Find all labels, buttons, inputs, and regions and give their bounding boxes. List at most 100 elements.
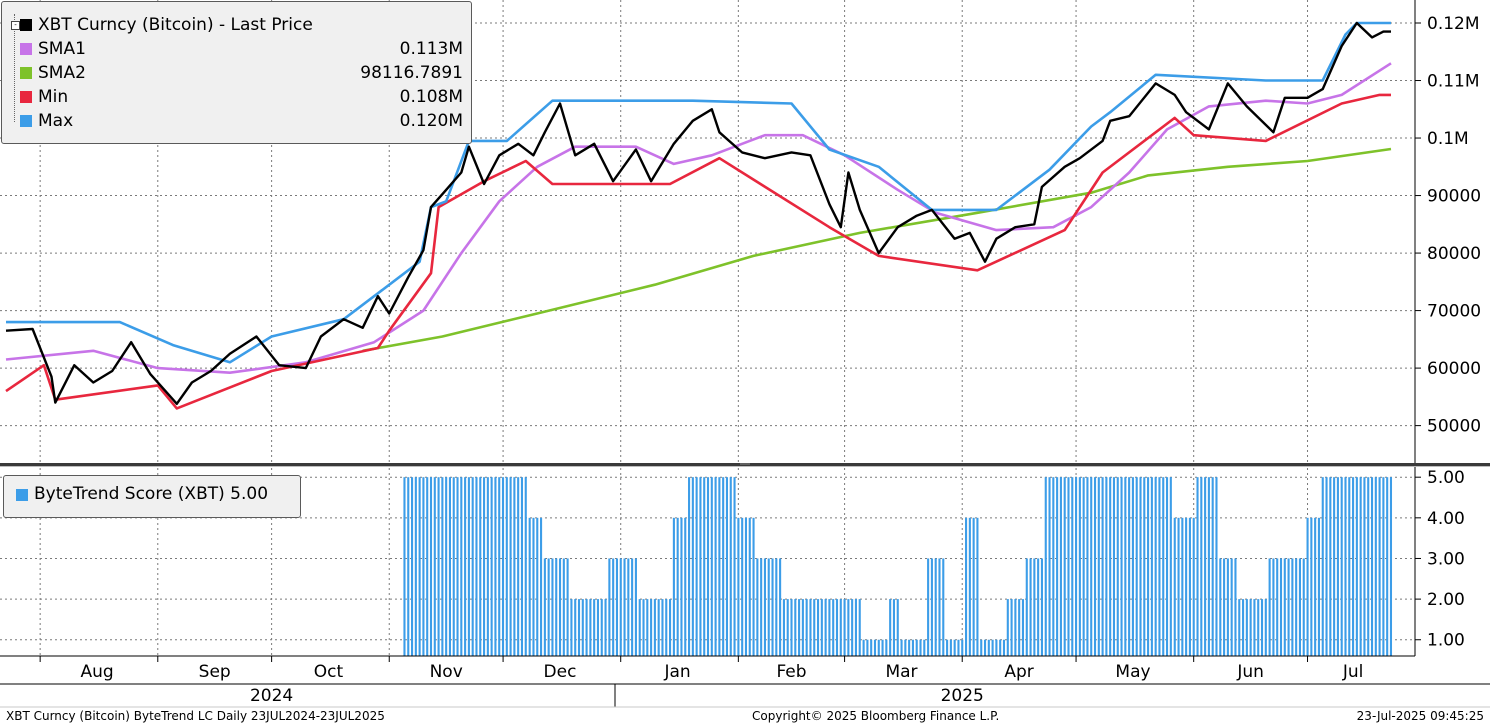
score-bar bbox=[1010, 599, 1013, 656]
score-bar bbox=[467, 477, 470, 656]
legend-item-name: Max bbox=[38, 111, 74, 131]
score-bar bbox=[798, 599, 801, 656]
score-bar bbox=[729, 477, 732, 656]
score-bar bbox=[684, 517, 687, 656]
score-bar bbox=[835, 599, 839, 656]
legend-title-row: XBT Curncy (Bitcoin) - Last Price bbox=[8, 14, 463, 36]
price-legend[interactable]: - XBT Curncy (Bitcoin) - Last Price SMA1… bbox=[1, 1, 472, 144]
score-bar bbox=[524, 477, 527, 656]
score-bar bbox=[1348, 477, 1351, 656]
legend-item-value: 0.113M bbox=[399, 39, 463, 59]
score-bar bbox=[1226, 558, 1229, 656]
score-bar bbox=[843, 599, 846, 656]
price-axis-label: 0.11M bbox=[1427, 72, 1480, 92]
score-bar bbox=[1131, 477, 1134, 656]
score-bar bbox=[714, 477, 717, 656]
score-bar bbox=[782, 599, 785, 656]
score-bar bbox=[422, 477, 425, 656]
score-bar bbox=[809, 599, 812, 656]
score-bar bbox=[949, 639, 952, 656]
score-bar bbox=[873, 639, 877, 656]
score-bar bbox=[763, 558, 766, 656]
score-bar bbox=[653, 599, 656, 656]
score-bar bbox=[1002, 639, 1006, 656]
score-bar bbox=[965, 517, 968, 656]
score-bar bbox=[847, 599, 850, 656]
series-line-sma1 bbox=[5, 62, 1392, 374]
score-bar bbox=[911, 639, 914, 656]
score-bar bbox=[1093, 477, 1097, 656]
score-bar bbox=[407, 477, 410, 656]
score-bar bbox=[1219, 558, 1222, 656]
score-bar bbox=[615, 558, 619, 656]
score-bar bbox=[1253, 599, 1256, 656]
score-legend[interactable]: ByteTrend Score (XBT) 5.00 bbox=[3, 475, 301, 518]
score-bar bbox=[1029, 558, 1032, 656]
score-bar bbox=[464, 477, 467, 656]
score-bar bbox=[771, 558, 774, 656]
score-bar bbox=[851, 599, 854, 656]
score-bar bbox=[737, 517, 740, 656]
score-bar bbox=[866, 639, 869, 656]
legend-swatch-sma2 bbox=[20, 67, 32, 79]
score-bar bbox=[456, 477, 459, 656]
score-bar bbox=[498, 477, 501, 656]
score-bar bbox=[942, 558, 945, 656]
score-legend-label: ByteTrend Score (XBT) 5.00 bbox=[34, 484, 269, 504]
price-axis-label: 0.1M bbox=[1427, 129, 1469, 149]
legend-item-max: Max 0.120M bbox=[8, 110, 463, 132]
score-bar bbox=[858, 599, 861, 656]
score-bar bbox=[1128, 477, 1131, 656]
score-bar bbox=[501, 477, 505, 656]
score-bar bbox=[1374, 477, 1377, 656]
score-bar bbox=[991, 639, 994, 656]
series-line-max bbox=[6, 21, 1391, 364]
score-bar bbox=[1082, 477, 1085, 656]
score-bar bbox=[680, 517, 683, 656]
score-bar bbox=[889, 599, 892, 656]
score-bar bbox=[976, 517, 979, 656]
score-bar bbox=[1378, 477, 1381, 656]
legend-item-name: SMA1 bbox=[38, 39, 86, 59]
score-bar bbox=[1033, 558, 1036, 656]
legend-swatch-price bbox=[20, 19, 32, 31]
score-bar bbox=[786, 599, 789, 656]
score-bar bbox=[650, 599, 653, 656]
score-bar bbox=[490, 477, 493, 656]
score-bar bbox=[1321, 477, 1324, 656]
score-bar bbox=[1021, 599, 1025, 656]
score-bar bbox=[570, 599, 573, 656]
score-bar bbox=[604, 599, 607, 656]
score-bar bbox=[775, 558, 778, 656]
score-bar bbox=[1344, 477, 1347, 656]
score-bar bbox=[1006, 599, 1009, 656]
legend-title: XBT Curncy (Bitcoin) - Last Price bbox=[38, 15, 313, 35]
score-bar bbox=[547, 558, 550, 656]
score-bar bbox=[1124, 477, 1127, 656]
score-bar bbox=[1196, 477, 1199, 656]
score-bar bbox=[877, 639, 880, 656]
score-bar bbox=[1363, 477, 1366, 656]
score-bar bbox=[657, 599, 660, 656]
year-label: 2025 bbox=[941, 686, 984, 706]
score-bar bbox=[1234, 558, 1237, 656]
score-bar bbox=[471, 477, 474, 656]
score-bar bbox=[520, 477, 524, 656]
score-bar bbox=[1067, 477, 1070, 656]
legend-item-sma2: SMA2 98116.7891 bbox=[8, 62, 463, 84]
score-bar bbox=[631, 558, 634, 656]
score-bar bbox=[1105, 477, 1108, 656]
score-bar bbox=[699, 477, 702, 656]
score-bar bbox=[1355, 477, 1358, 656]
footer-left: XBT Curncy (Bitcoin) ByteTrend LC Daily … bbox=[6, 709, 385, 723]
month-label: Jul bbox=[1342, 662, 1364, 682]
score-bar bbox=[972, 517, 975, 656]
collapse-icon[interactable]: - bbox=[11, 21, 20, 30]
score-bar bbox=[608, 558, 611, 656]
score-bar bbox=[832, 599, 835, 656]
price-axis-label: 80000 bbox=[1427, 244, 1481, 264]
score-bar bbox=[475, 477, 478, 656]
score-bar bbox=[566, 558, 569, 656]
score-bar bbox=[744, 517, 748, 656]
